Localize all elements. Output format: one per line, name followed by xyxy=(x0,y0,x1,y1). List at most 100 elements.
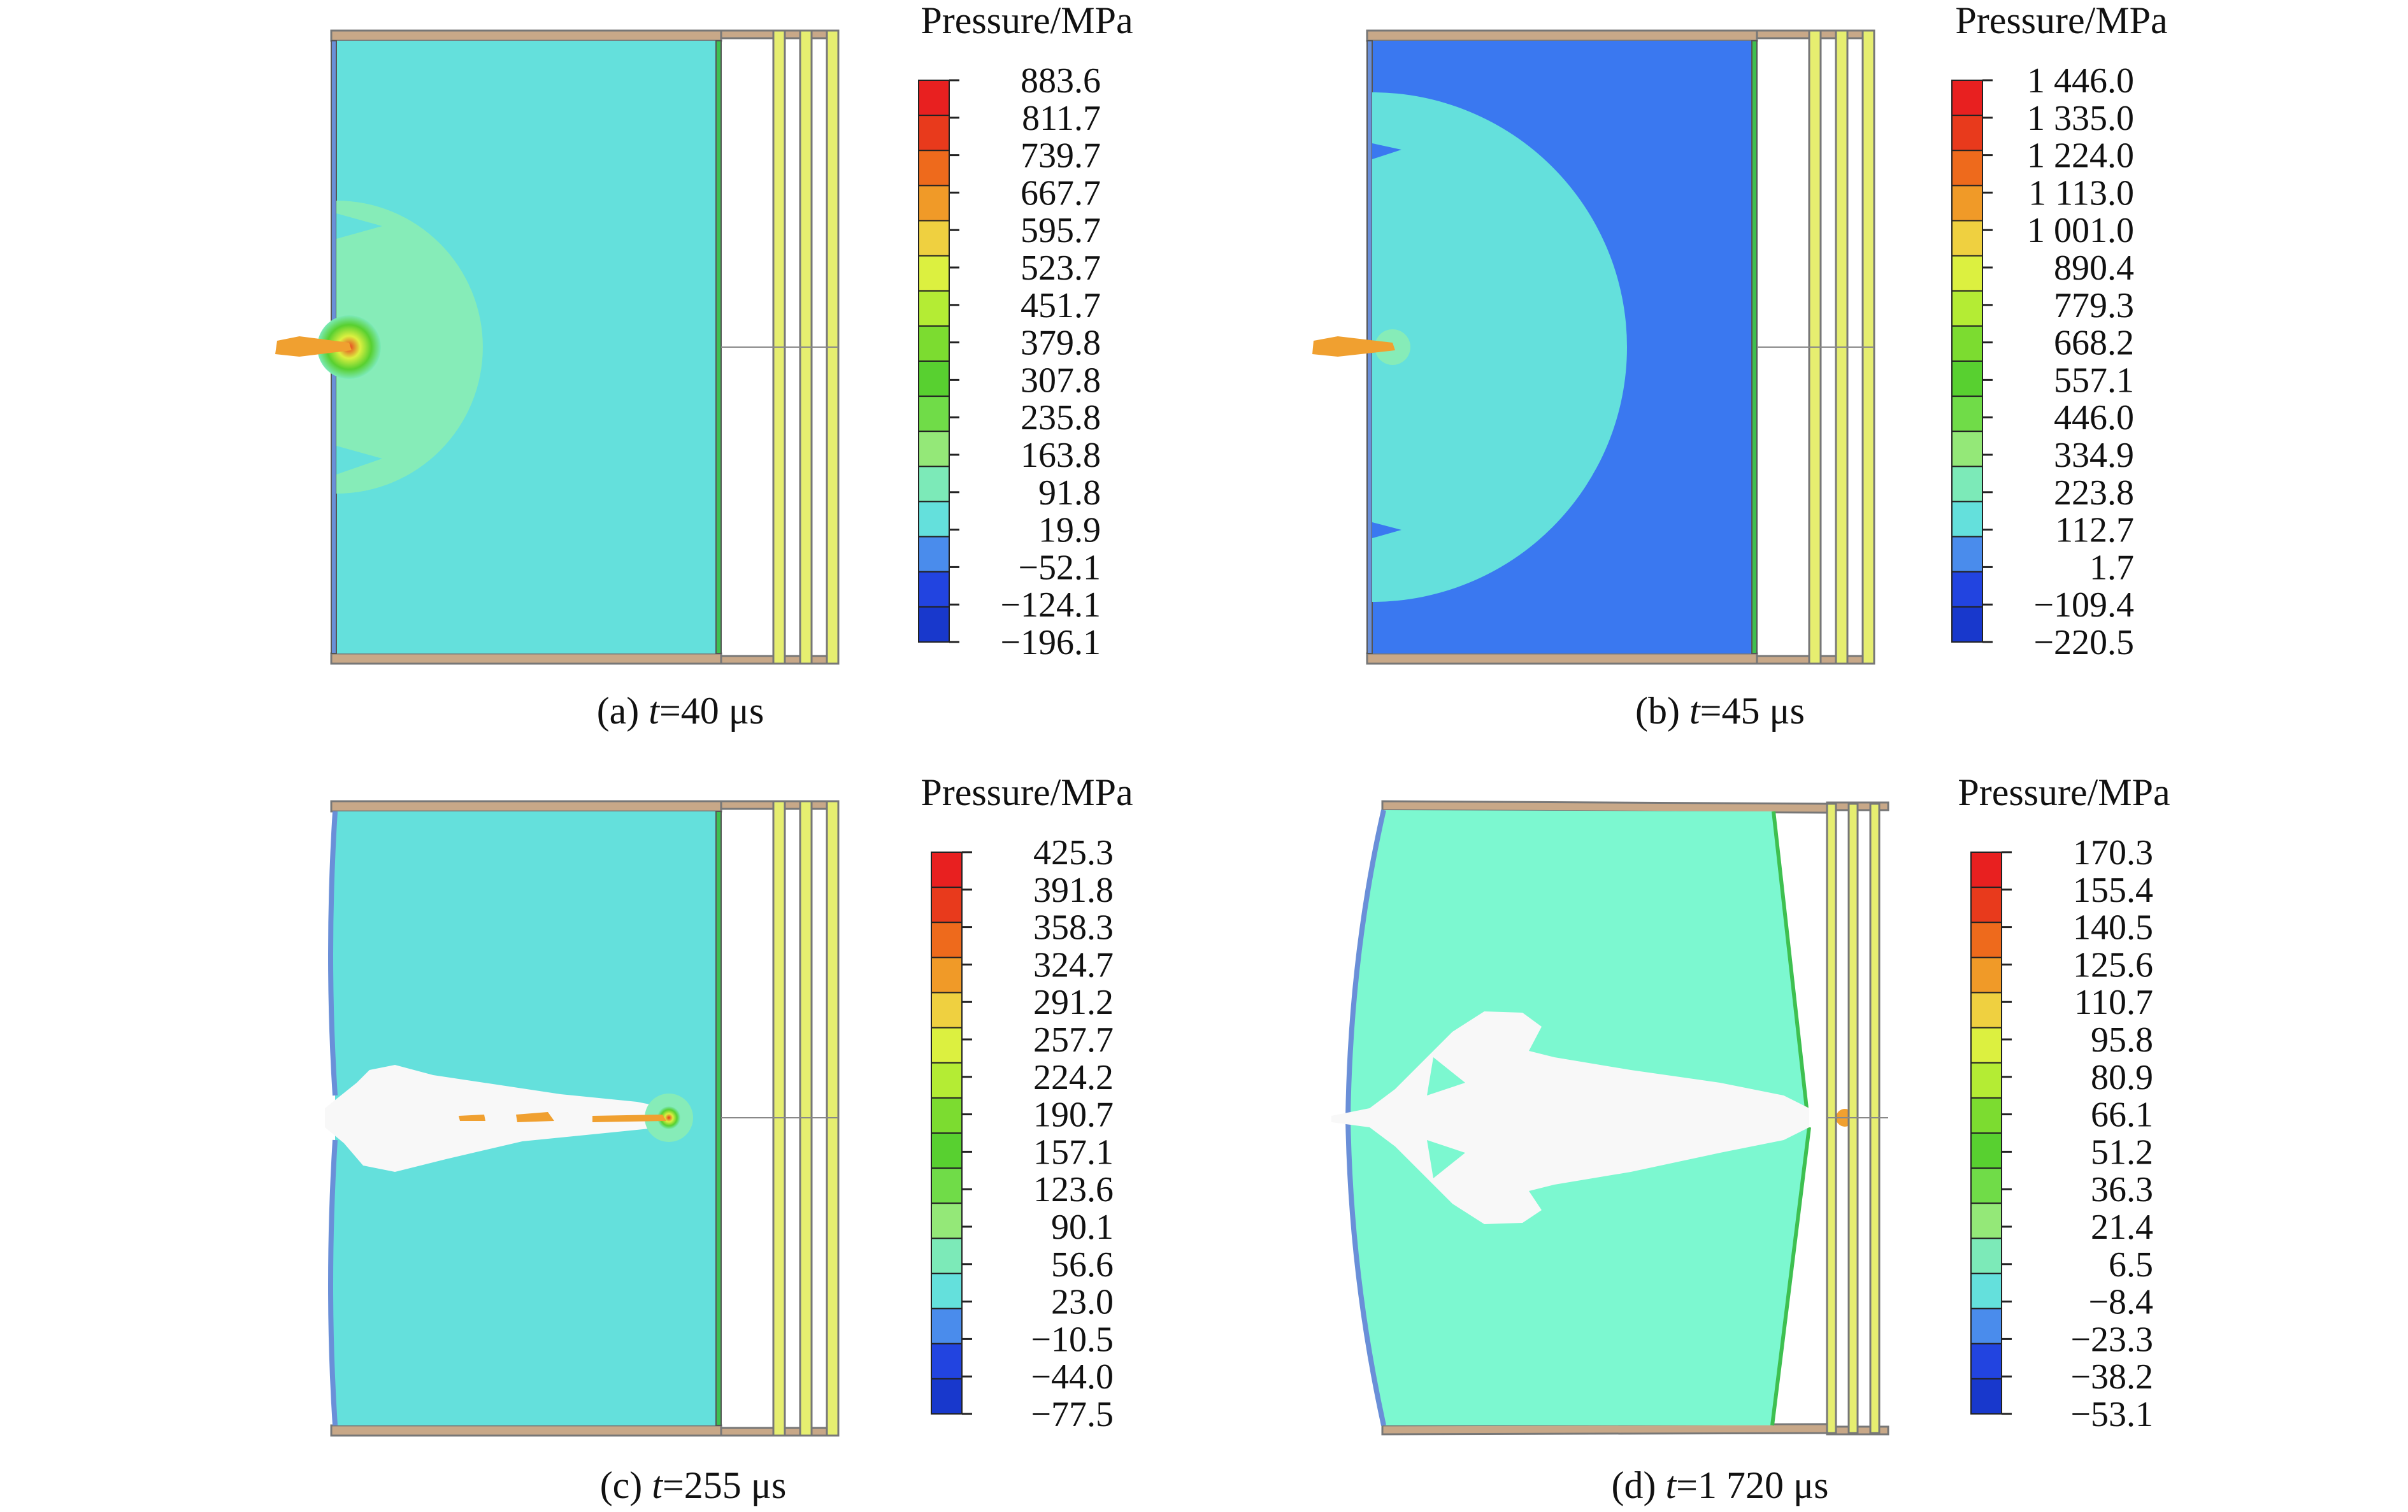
colorbar-label: 223.8 xyxy=(2054,473,2134,513)
colorbar-swatch xyxy=(1951,396,1983,432)
colorbar-label: 667.7 xyxy=(1021,173,1101,213)
colorbar-swatch xyxy=(1970,1237,2002,1274)
colorbar-label: 890.4 xyxy=(2054,248,2134,288)
colorbar-label: 334.9 xyxy=(2054,436,2134,475)
colorbar-label: −38.2 xyxy=(2070,1357,2153,1397)
colorbar-swatch xyxy=(918,466,950,503)
colorbar-swatch xyxy=(1970,1378,2002,1415)
colorbar-swatch xyxy=(1970,1132,2002,1169)
colorbar-swatch xyxy=(1951,150,1983,187)
colorbar-swatch xyxy=(918,115,950,152)
colorbar-swatch xyxy=(931,1202,963,1239)
colorbar-label: 56.6 xyxy=(1051,1245,1114,1285)
colorbar-label: 358.3 xyxy=(1033,908,1114,948)
colorbar-swatch xyxy=(931,1343,963,1380)
caption-a: (a) t=40 μs xyxy=(597,690,764,732)
colorbar-label: 112.7 xyxy=(2055,511,2134,550)
colorbar-swatch xyxy=(931,1027,963,1064)
cavity-d xyxy=(1331,1011,1809,1224)
colorbar-label: 324.7 xyxy=(1033,945,1114,985)
colorbar-swatch xyxy=(1970,922,2002,959)
colorbar-label: 1 335.0 xyxy=(2027,99,2134,138)
colorbar-label: 595.7 xyxy=(1021,211,1101,250)
colorbar-label: 123.6 xyxy=(1033,1170,1114,1209)
simulation-view-c xyxy=(325,800,840,1437)
colorbar-swatch xyxy=(918,255,950,292)
colorbar-label: −23.3 xyxy=(2070,1320,2153,1359)
colorbar-swatch xyxy=(1970,1273,2002,1309)
colorbar-swatch xyxy=(1970,1167,2002,1204)
panel-d: Pressure/MPa 170.3155.4140.5125.6110.795… xyxy=(1331,771,2170,1506)
colorbar-label: 95.8 xyxy=(2091,1020,2153,1060)
legend-c: Pressure/MPa 425.3391.8358.3324.7291.225… xyxy=(921,771,1133,1434)
colorbar-label: 235.8 xyxy=(1021,398,1101,438)
colorbar-label: −124.1 xyxy=(1000,585,1101,625)
colorbar-label: 66.1 xyxy=(2091,1095,2153,1135)
colorbar-label: 1 001.0 xyxy=(2027,211,2134,250)
colorbar-label: 140.5 xyxy=(2073,908,2153,948)
colorbar-swatch xyxy=(1951,360,1983,397)
colorbar-label: 1 113.0 xyxy=(2028,173,2134,213)
caption-b: (b) t=45 μs xyxy=(1635,690,1805,732)
colorbar-swatch xyxy=(931,992,963,1029)
colorbar-label: 451.7 xyxy=(1021,286,1101,325)
colorbar-label: 224.2 xyxy=(1033,1058,1114,1097)
colorbar-label: 51.2 xyxy=(2091,1132,2153,1172)
legend-a: Pressure/MPa 883.6811.7739.7667.7595.752… xyxy=(918,0,1133,662)
colorbar-swatch xyxy=(918,150,950,187)
colorbar-swatch xyxy=(1970,957,2002,994)
colorbar-swatch xyxy=(1970,1308,2002,1344)
legend-title-c: Pressure/MPa xyxy=(921,771,1133,813)
colorbar-label: −52.1 xyxy=(1018,548,1101,587)
simulation-view-d xyxy=(1331,800,1889,1436)
colorbar-swatch xyxy=(918,396,950,432)
colorbar-label: 190.7 xyxy=(1033,1095,1114,1135)
colorbar-swatch xyxy=(931,957,963,994)
colorbar-swatch xyxy=(1951,431,1983,467)
colorbar-label: 1 224.0 xyxy=(2027,136,2134,176)
jet-a xyxy=(275,336,352,357)
colorbar-swatch xyxy=(931,1062,963,1099)
cavity-c xyxy=(325,1065,663,1172)
legend-title-b: Pressure/MPa xyxy=(1955,0,2167,41)
colorbar-label: 391.8 xyxy=(1033,871,1114,910)
colorbar-swatch xyxy=(1951,220,1983,257)
colorbar-label: 523.7 xyxy=(1021,248,1101,288)
colorbar-label: −8.4 xyxy=(2088,1283,2153,1322)
colorbar-swatch xyxy=(918,80,950,117)
simulation-view-a xyxy=(275,29,840,665)
caption-d: (d) t=1 720 μs xyxy=(1612,1464,1829,1506)
colorbar-swatch xyxy=(931,922,963,959)
colorbar-label: 779.3 xyxy=(2054,286,2134,325)
colorbar-label: 811.7 xyxy=(1022,99,1101,138)
colorbar-swatch xyxy=(931,1308,963,1344)
colorbar-label: 425.3 xyxy=(1033,833,1114,873)
colorbar-label: 6.5 xyxy=(2109,1245,2153,1285)
colorbar-label: 307.8 xyxy=(1021,360,1101,400)
colorbar-swatch xyxy=(918,536,950,573)
colorbar-label: 163.8 xyxy=(1021,436,1101,475)
colorbar-a: 883.6811.7739.7667.7595.7523.7451.7379.8… xyxy=(918,61,1101,662)
colorbar-swatch xyxy=(918,220,950,257)
colorbar-swatch xyxy=(1970,992,2002,1029)
colorbar-label: −77.5 xyxy=(1031,1395,1114,1434)
colorbar-swatch xyxy=(931,1167,963,1204)
colorbar-label: 557.1 xyxy=(2054,360,2134,400)
colorbar-swatch xyxy=(931,887,963,924)
colorbar-label: 883.6 xyxy=(1021,61,1101,101)
colorbar-label: 110.7 xyxy=(2074,983,2153,1022)
jet-b xyxy=(1312,336,1395,357)
colorbar-label: −196.1 xyxy=(1000,623,1101,662)
colorbar-swatch xyxy=(1970,1027,2002,1064)
colorbar-swatch xyxy=(1970,887,2002,924)
colorbar-label: 157.1 xyxy=(1033,1132,1114,1172)
simulation-view-b xyxy=(1312,29,1875,665)
colorbar-b: 1 446.01 335.01 224.01 113.01 001.0890.4… xyxy=(1951,61,2134,662)
colorbar-label: 80.9 xyxy=(2091,1058,2153,1097)
colorbar-swatch xyxy=(1970,1062,2002,1099)
colorbar-swatch xyxy=(1951,115,1983,152)
colorbar-label: 257.7 xyxy=(1033,1020,1114,1060)
colorbar-label: −10.5 xyxy=(1031,1320,1114,1359)
colorbar-label: 446.0 xyxy=(2054,398,2134,438)
colorbar-label: 36.3 xyxy=(2091,1170,2153,1209)
